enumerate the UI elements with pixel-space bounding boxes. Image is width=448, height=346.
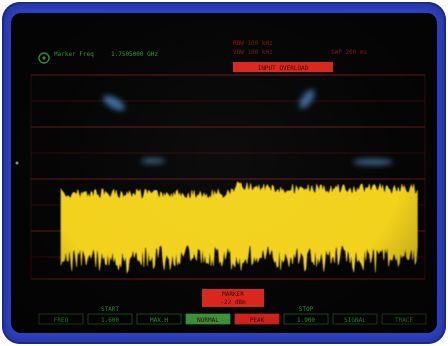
softkey-frame[interactable] [136, 313, 182, 325]
softkey-label[interactable]: MAX.H [150, 317, 168, 324]
marker-readout-box [202, 289, 264, 307]
softkey-trace[interactable]: TRACE [381, 313, 427, 325]
softkey-frame[interactable] [185, 313, 231, 325]
softkey-frame[interactable] [87, 313, 133, 325]
scale-marker-dot [15, 161, 19, 165]
softkey-1-900[interactable]: 1.900 STOP [283, 306, 329, 325]
marker-readout-line1: MARKER [222, 291, 244, 298]
softkey-normal[interactable]: NORMAL [185, 313, 231, 325]
softkey-label[interactable]: TRACE [395, 317, 413, 324]
softkey-header: STOP [299, 306, 314, 313]
softkey-1-600[interactable]: 1.600 START [87, 306, 133, 325]
softkey-frame[interactable] [38, 313, 84, 325]
status-line-3: SWP 200 ms [331, 49, 368, 56]
softkey-label[interactable]: NORMAL [197, 317, 219, 324]
softkey-label[interactable]: SIGNAL [344, 317, 366, 324]
marker-readout: MARKER -22 dBm [202, 289, 264, 307]
crt-screen: Marker Freq 1.7505000 GHz RBW 100 kHz VB… [11, 13, 437, 333]
softkey-frame[interactable] [381, 313, 427, 325]
softkey-peak[interactable]: PEAK [234, 313, 280, 325]
softkey-signal[interactable]: SIGNAL [332, 313, 378, 325]
header-bar: Marker Freq 1.7505000 GHz RBW 100 kHz VB… [38, 40, 368, 72]
status-line-1: RBW 100 kHz [233, 40, 273, 47]
marker-value: 1.7505000 GHz [111, 51, 158, 58]
status-badge-text: INPUT OVERLOAD [258, 65, 309, 72]
spectrum-display: Marker Freq 1.7505000 GHz RBW 100 kHz VB… [15, 40, 427, 325]
marker-dot-icon [42, 56, 46, 60]
noise-trace [60, 181, 418, 274]
status-badge [233, 62, 333, 72]
status-line-2: VBW 100 kHz [233, 49, 273, 56]
marker-label: Marker Freq [54, 51, 94, 58]
softkey-label[interactable]: 1.900 [297, 317, 315, 324]
trace-fill [60, 181, 418, 274]
marker-circle-icon [38, 52, 50, 64]
softkey-freq[interactable]: FREQ [38, 313, 84, 325]
marker-readout-line2: -22 dBm [220, 299, 246, 306]
softkey-label[interactable]: 1.600 [101, 317, 119, 324]
softkey-frame[interactable] [283, 313, 329, 325]
softkey-max-h[interactable]: MAX.H [136, 313, 182, 325]
softkey-header: START [101, 306, 119, 313]
softkey-label[interactable]: FREQ [54, 317, 69, 324]
screen-reflections [103, 89, 393, 165]
softkey-label[interactable]: PEAK [250, 317, 265, 324]
softkey-frame[interactable] [234, 313, 280, 325]
softkey-frame[interactable] [332, 313, 378, 325]
softkey-bar: FREQ 1.600 START MAX.H NORMAL PEAK 1.900 STOP SI… [38, 306, 427, 325]
